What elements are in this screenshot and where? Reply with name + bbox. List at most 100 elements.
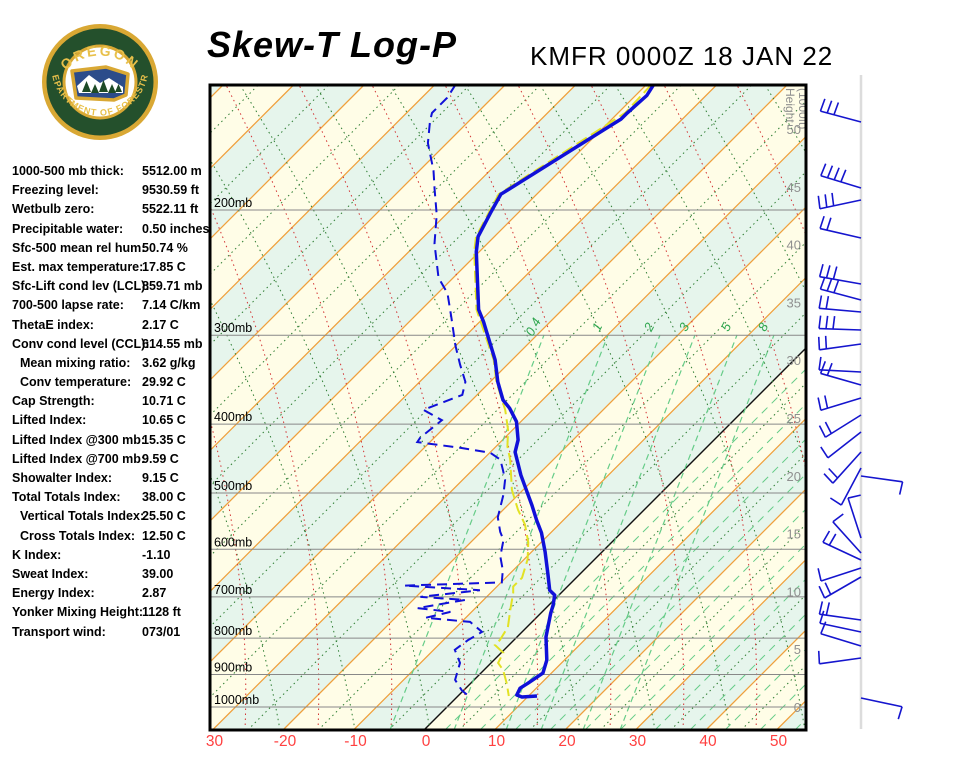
- wind-barb: [823, 451, 862, 484]
- stat-label: Lifted Index:: [12, 413, 87, 428]
- height-tick-label: 20: [787, 469, 801, 484]
- stat-row: Sfc-500 mean rel hum: 50.74 %: [12, 239, 212, 258]
- dewpoint-trace: [404, 85, 507, 698]
- pressure-label: 900mb: [214, 660, 252, 674]
- stat-label: Lifted Index @300 mb:: [12, 432, 146, 447]
- wind-barb: [818, 414, 862, 438]
- stat-label: Sfc-Lift cond lev (LCL):: [12, 279, 150, 294]
- stat-label: Sfc-500 mean rel hum:: [12, 240, 146, 255]
- stat-value: 5512.00 m: [142, 164, 202, 178]
- wind-barb: [818, 315, 862, 331]
- sounding-traces: [404, 85, 656, 699]
- stat-value: 10.65 C: [142, 413, 186, 428]
- stat-row: Energy Index: 2.87: [12, 584, 212, 603]
- stat-label: Conv cond level (CCL):: [12, 336, 150, 351]
- wind-barb: [820, 431, 862, 459]
- stat-value: 7.14 C/km: [142, 298, 201, 313]
- temp-axis-label: -10: [344, 733, 367, 750]
- height-tick-label: 15: [787, 527, 801, 542]
- height-tick-label: 10: [787, 584, 801, 599]
- plot-grid: [210, 85, 806, 730]
- stat-row: Yonker Mixing Height: 1128 ft: [12, 603, 212, 622]
- wind-barb: [819, 98, 862, 123]
- stat-label: 700-500 lapse rate:: [12, 298, 124, 313]
- stat-value: 12.50 C: [142, 528, 186, 543]
- stat-value: 39.00: [142, 566, 174, 581]
- stat-row: 700-500 lapse rate: 7.14 C/km: [12, 296, 212, 315]
- stat-label: Conv temperature:: [20, 375, 132, 390]
- stat-label: 1000-500 mb thick:: [12, 164, 124, 178]
- temp-axis-label: 40: [699, 733, 717, 750]
- stat-value: 2.87: [142, 586, 167, 601]
- stat-label: Energy Index:: [12, 586, 95, 601]
- stat-row: Sweat Index: 39.00: [12, 565, 212, 584]
- temp-axis-label: 30: [629, 733, 647, 750]
- wind-barb: [819, 360, 862, 386]
- stat-row: Conv cond level (CCL): 614.55 mb: [12, 335, 212, 354]
- stat-value: 0.50 inches: [142, 221, 210, 236]
- stat-value: 29.92 C: [142, 375, 186, 390]
- stat-row: Lifted Index: 10.65 C: [12, 411, 212, 430]
- page-title: Skew-T Log-P: [207, 24, 458, 65]
- wind-barb: [860, 475, 904, 495]
- wind-barb: [819, 276, 862, 301]
- height-axis-title: Height: [783, 88, 797, 123]
- wind-barb: [818, 356, 862, 373]
- pressure-label: 500mb: [214, 479, 252, 493]
- stat-row: Precipitable water: 0.50 inches: [12, 220, 212, 239]
- wind-barb-column: [817, 75, 904, 729]
- pressure-label: 700mb: [214, 583, 252, 597]
- indices-panel: 1000-500 mb thick: 5512.00 m Freezing leve…: [12, 162, 212, 642]
- height-axis-unit: (1000ft): [796, 88, 810, 129]
- stat-label: Freezing level:: [12, 183, 99, 198]
- temp-axis-label: 0: [422, 733, 431, 750]
- stat-value: 073/01: [142, 624, 181, 639]
- stat-label: Yonker Mixing Height:: [12, 605, 144, 620]
- wind-barb: [832, 513, 862, 554]
- stat-label: Total Totals Index:: [12, 490, 121, 505]
- stat-row: Est. max temperature: 17.85 C: [12, 258, 212, 277]
- stat-row: Showalter Index: 9.15 C: [12, 469, 212, 488]
- stat-row: Conv temperature: 29.92 C: [12, 373, 212, 392]
- height-tick-label: 45: [787, 180, 801, 195]
- stat-label: Precipitable water:: [12, 221, 124, 236]
- stat-label: Vertical Totals Index:: [20, 509, 145, 524]
- stat-label: Est. max temperature:: [12, 259, 144, 274]
- stat-row: Wetbulb zero: 5522.11 ft: [12, 200, 212, 219]
- stat-value: 15.35 C: [142, 432, 186, 447]
- wind-barb: [818, 576, 862, 599]
- stat-value: 2.17 C: [142, 317, 179, 332]
- stat-label: Lifted Index @700 mb:: [12, 451, 146, 466]
- temp-axis-label: 20: [558, 733, 576, 750]
- height-tick-label: 25: [787, 411, 801, 426]
- pressure-label: 400mb: [214, 410, 252, 424]
- wind-barb: [818, 601, 862, 621]
- stat-value: 9530.59 ft: [142, 183, 199, 198]
- stat-value: 25.50 C: [142, 509, 186, 524]
- stat-row: Cap Strength: 10.71 C: [12, 392, 212, 411]
- height-tick-label: 30: [787, 353, 801, 368]
- stat-row: Vertical Totals Index: 25.50 C: [12, 507, 212, 526]
- pressure-label: 600mb: [214, 535, 252, 549]
- stat-value: 9.59 C: [142, 451, 179, 466]
- stat-value: 38.00 C: [142, 490, 186, 505]
- station-datetime-title: KMFR 0000Z 18 JAN 22: [530, 41, 834, 71]
- stat-value: 9.15 C: [142, 471, 179, 485]
- height-tick-label: 50: [787, 122, 801, 137]
- wind-barb: [818, 263, 862, 285]
- temp-axis-label: -20: [274, 733, 297, 750]
- stat-value: 859.71 mb: [142, 279, 203, 294]
- wind-barb: [829, 467, 862, 506]
- stat-label: Transport wind:: [12, 624, 106, 639]
- stat-value: 50.74 %: [142, 240, 188, 255]
- odf-logo: OREGON DEPARTMENT OF FORESTRY: [42, 24, 158, 140]
- stat-label: Cross Totals Index:: [20, 528, 136, 543]
- stat-label: Cap Strength:: [12, 394, 95, 409]
- stat-label: Sweat Index:: [12, 566, 89, 581]
- stat-value: 17.85 C: [142, 259, 186, 274]
- logo-forest-emblem: [70, 65, 130, 102]
- stat-row: Sfc-Lift cond lev (LCL): 859.71 mb: [12, 277, 212, 296]
- stat-value: -1.10: [142, 547, 171, 562]
- wind-barb: [820, 621, 862, 647]
- wind-barb: [820, 163, 862, 189]
